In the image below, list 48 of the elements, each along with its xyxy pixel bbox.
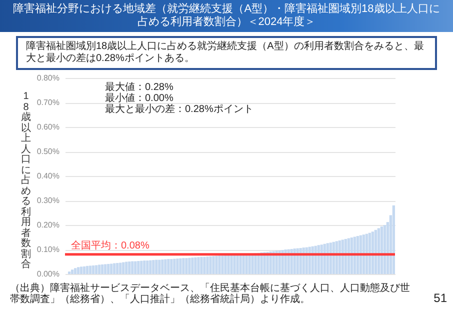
bar: [383, 225, 386, 274]
bar: [80, 266, 83, 274]
annotation: 最大値：0.28%: [105, 82, 174, 93]
bar: [392, 205, 395, 274]
y-tick-label: 0.50%: [36, 147, 60, 156]
y-tick-label: 0.40%: [36, 172, 60, 180]
bar: [119, 262, 122, 274]
bar: [131, 261, 134, 274]
bar: [137, 261, 140, 274]
bar: [86, 266, 89, 274]
annotation: 最小値：0.00%: [105, 93, 174, 104]
bar: [380, 226, 383, 274]
bar: [125, 262, 128, 274]
chart-subtitle: 障害福祉圏域別18歳以上人口に占める就労継続支援（A型）の利用者数割合をみると、最大と最小の差は0.28%ポイントある。: [16, 36, 437, 70]
bar: [101, 264, 104, 274]
bar: [77, 267, 80, 274]
bar: [122, 262, 125, 274]
annotation: 最大と最小の差：0.28%ポイント: [105, 104, 254, 115]
bar: [140, 260, 143, 274]
bar: [110, 264, 113, 274]
text: （出典）障害福祉サービスデータベース、「住民基本台帳に基づく人口、人口動態及び世帯数調査」（総務省）、「人口推計」（総務省統計局）より作成。: [10, 283, 410, 305]
bar: [377, 228, 380, 274]
text: 18歳以上人口に占める利用者数割合: [21, 91, 31, 270]
bar: [74, 268, 77, 274]
bar: [128, 262, 131, 274]
y-tick-label: 0.30%: [36, 196, 60, 205]
y-tick-label: 0.80%: [36, 74, 60, 82]
bar: [95, 265, 98, 274]
y-tick-label: 0.10%: [36, 245, 60, 254]
bar: [143, 260, 146, 274]
ref-line-label: 全国平均：0.08%: [71, 239, 150, 252]
bar: [107, 264, 110, 274]
text: 51: [434, 291, 447, 305]
bar: [98, 264, 101, 274]
bar: [89, 266, 92, 274]
bar: [71, 270, 74, 274]
y-tick-label: 0.60%: [36, 122, 60, 132]
chart-title: 障害福祉分野における地域差（就労継続支援（A型）・障害福祉圏域別18歳以上人口に占める利用者数割合）＜2024年度＞: [0, 0, 453, 32]
bar: [113, 263, 116, 274]
bar: [116, 262, 119, 274]
y-tick-label: 0.00%: [36, 270, 60, 278]
bar: [104, 264, 107, 274]
bar: [146, 260, 149, 274]
y-tick-label: 0.70%: [36, 98, 60, 107]
y-tick-label: 0.20%: [36, 220, 60, 230]
bar: [92, 265, 95, 274]
bar: [134, 261, 137, 274]
bar: [83, 266, 86, 274]
